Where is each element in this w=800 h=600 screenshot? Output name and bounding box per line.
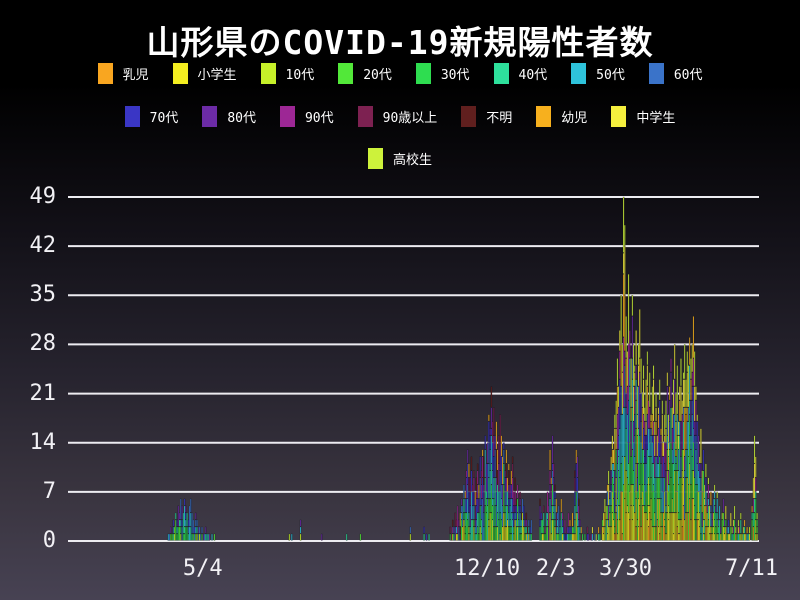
y-tick-label: 7 xyxy=(42,478,56,504)
legend-swatch-icon xyxy=(415,63,431,84)
legend-item-label: 小学生 xyxy=(197,68,237,83)
legend-item: 幼児 xyxy=(536,106,587,127)
legend-row-1: 乳児 小学生 10代 20代 30代 40代 50代 60代 xyxy=(0,63,800,84)
legend-item-label: 20代 xyxy=(363,68,392,83)
x-tick-label: 7/11 xyxy=(725,556,778,581)
legend-swatch-icon xyxy=(172,63,188,84)
legend-swatch-icon xyxy=(357,106,373,127)
legend-item: 中学生 xyxy=(611,106,675,127)
legend-item: 小学生 xyxy=(172,63,237,84)
legend-swatch-icon xyxy=(97,63,113,84)
legend-item: 10代 xyxy=(260,63,315,84)
legend-swatch-icon xyxy=(571,63,587,84)
x-tick-label: 12/10 xyxy=(453,556,521,581)
legend-item: 乳児 xyxy=(97,63,149,84)
legend-item-label: 70代 xyxy=(149,111,179,126)
legend-item: 20代 xyxy=(338,63,392,84)
legend-swatch-icon xyxy=(124,106,140,127)
y-tick-label: 14 xyxy=(29,429,57,455)
legend-item: 90代 xyxy=(279,106,334,127)
legend-swatch-icon xyxy=(648,63,664,84)
legend-item: 不明 xyxy=(461,106,512,127)
legend-item: 90歳以上 xyxy=(357,106,438,127)
legend-item-label: 高校生 xyxy=(392,153,432,168)
legend-item: 30代 xyxy=(415,63,470,84)
legend-item: 80代 xyxy=(202,106,256,127)
legend-item-label: 60代 xyxy=(673,68,703,83)
legend-swatch-icon xyxy=(338,63,354,84)
legend-item: 70代 xyxy=(124,106,179,127)
legend-item-label: 30代 xyxy=(440,68,470,83)
legend-item-label: 中学生 xyxy=(636,111,676,126)
legend-item-label: 50代 xyxy=(596,68,625,83)
legend-item: 60代 xyxy=(648,63,703,84)
legend-swatch-icon xyxy=(367,148,383,169)
legend-row-2: 70代 80代 90代 90歳以上 不明 幼児 中学生 xyxy=(0,106,800,127)
legend-item-label: 幼児 xyxy=(561,111,588,126)
legend-item-label: 90代 xyxy=(304,111,334,126)
y-tick-label: 49 xyxy=(29,184,57,209)
y-tick-label: 21 xyxy=(29,380,57,406)
legend-swatch-icon xyxy=(279,106,295,127)
chart-title: 山形県のCOVID-19新規陽性者数 xyxy=(146,23,654,62)
y-tick-label: 35 xyxy=(29,282,57,308)
y-tick-label: 28 xyxy=(29,331,57,357)
legend-swatch-icon xyxy=(536,106,552,127)
legend-item: 50代 xyxy=(571,63,625,84)
legend-item: 40代 xyxy=(493,63,548,84)
legend-swatch-icon xyxy=(493,63,509,84)
y-tick-label: 0 xyxy=(42,528,56,553)
legend-swatch-icon xyxy=(260,63,276,84)
y-tick-label: 42 xyxy=(29,233,57,259)
legend-item-label: 40代 xyxy=(518,68,548,83)
x-tick-label: 5/4 xyxy=(182,556,223,581)
legend-row-3: 高校生 xyxy=(0,148,800,169)
x-tick-label: 2/3 xyxy=(535,556,576,581)
legend-swatch-icon xyxy=(461,106,477,127)
legend-swatch-icon xyxy=(202,106,218,127)
legend-swatch-icon xyxy=(611,106,627,127)
legend-item: 高校生 xyxy=(367,148,432,169)
legend-item-label: 90歳以上 xyxy=(382,111,438,126)
x-tick-label: 3/30 xyxy=(599,556,653,581)
legend-item-label: 10代 xyxy=(285,68,315,83)
legend-item-label: 乳児 xyxy=(122,68,149,83)
legend-item-label: 80代 xyxy=(227,111,256,126)
legend-item-label: 不明 xyxy=(486,111,513,126)
